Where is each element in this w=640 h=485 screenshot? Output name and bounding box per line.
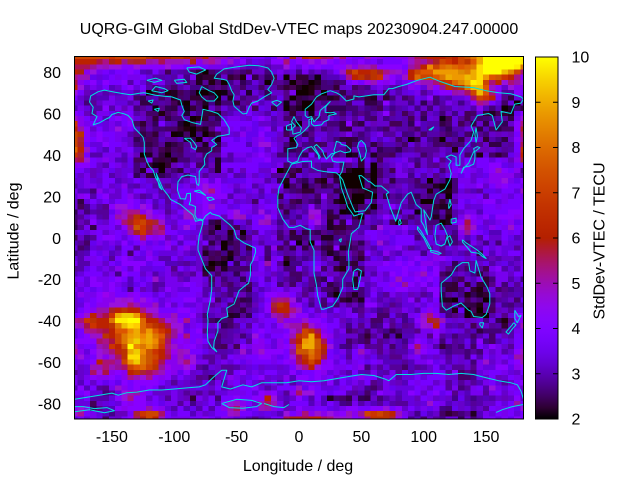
svg-text:50: 50: [352, 429, 370, 446]
svg-text:80: 80: [43, 65, 61, 82]
svg-text:9: 9: [572, 95, 581, 112]
svg-text:-100: -100: [158, 429, 190, 446]
svg-text:Latitude / deg: Latitude / deg: [6, 183, 23, 280]
svg-text:-60: -60: [38, 355, 61, 372]
svg-text:-80: -80: [38, 396, 61, 413]
svg-text:-20: -20: [38, 272, 61, 289]
svg-text:10: 10: [572, 50, 590, 67]
svg-text:40: 40: [43, 148, 61, 165]
svg-text:-50: -50: [225, 429, 248, 446]
svg-text:0: 0: [295, 429, 304, 446]
svg-text:StdDev-VTEC / TECU: StdDev-VTEC / TECU: [592, 162, 609, 319]
svg-text:8: 8: [572, 140, 581, 157]
svg-text:4: 4: [572, 321, 581, 338]
svg-text:Longitude / deg: Longitude / deg: [243, 458, 353, 475]
svg-text:60: 60: [43, 106, 61, 123]
svg-text:3: 3: [572, 366, 581, 383]
svg-text:7: 7: [572, 185, 581, 202]
svg-text:100: 100: [410, 429, 437, 446]
svg-text:20: 20: [43, 189, 61, 206]
svg-text:UQRG-GIM Global StdDev-VTEC ma: UQRG-GIM Global StdDev-VTEC maps 2023090…: [80, 21, 519, 38]
svg-text:5: 5: [572, 276, 581, 293]
svg-text:150: 150: [473, 429, 500, 446]
svg-text:0: 0: [52, 231, 61, 248]
svg-text:2: 2: [572, 412, 581, 429]
svg-text:-40: -40: [38, 314, 61, 331]
svg-text:-150: -150: [96, 429, 128, 446]
svg-text:6: 6: [572, 231, 581, 248]
